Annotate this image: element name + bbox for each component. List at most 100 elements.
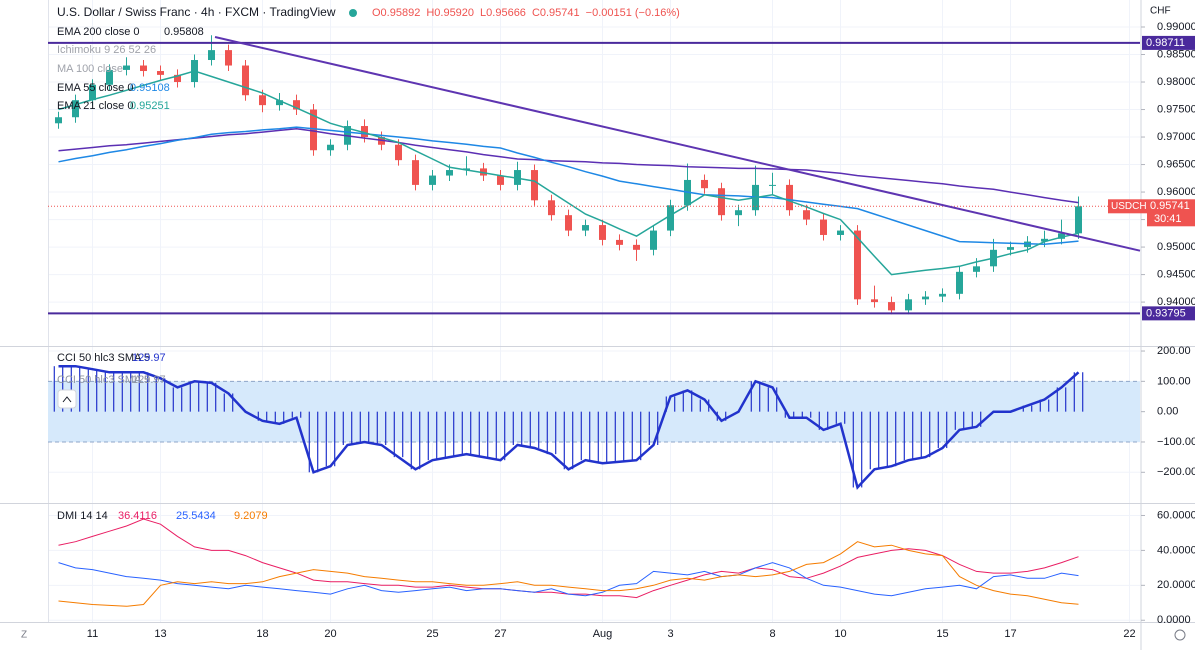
x-tick-label: 25 [426, 628, 438, 640]
candle-body [463, 168, 470, 171]
candle-body [820, 219, 827, 235]
ohlc-header: O0.95892 H0.95920 L0.95666 C0.95741 −0.00151… [372, 7, 680, 19]
candle-body [837, 230, 844, 235]
candle-body [582, 225, 589, 231]
collapse-button[interactable] [57, 389, 77, 409]
candle-body [769, 184, 776, 186]
x-tick-label: 8 [769, 628, 775, 640]
candle-body [973, 266, 980, 272]
price-tag-label: 0.95741 [1150, 200, 1190, 212]
candle-body [803, 210, 810, 220]
cci-legend: CCI 50 hlc3 SMA 5 [57, 352, 150, 364]
candle-body [599, 225, 606, 240]
candle-body [89, 84, 96, 101]
y-tick-label: 0.98000 [1157, 76, 1195, 88]
dmi-legend: DMI 14 14 [57, 510, 108, 522]
cci-band-fill [48, 381, 1140, 442]
marks [48, 35, 1140, 607]
legend-hidden: MA 100 close [57, 63, 123, 75]
candle-body [72, 100, 79, 118]
candle-body [718, 188, 725, 216]
candle-body [293, 100, 300, 110]
candle-body [429, 175, 436, 185]
candle-body [140, 65, 147, 72]
x-tick-label: 15 [936, 628, 948, 640]
y-tick-label: −100.00 [1157, 436, 1195, 448]
x-tick-label: 22 [1123, 628, 1135, 640]
x-tick-label: 3 [667, 628, 673, 640]
ohlc-value: C0.95741 [532, 7, 580, 19]
legend-value: 0.95808 [164, 26, 204, 38]
price-tag [1142, 306, 1195, 321]
candle-body [650, 230, 657, 250]
ema-line [58, 128, 1079, 204]
x-tick-label: Aug [593, 628, 613, 640]
candle-body [123, 65, 130, 70]
candle-body [939, 293, 946, 297]
y-tick-label: 0.00 [1157, 406, 1178, 418]
candle-body [888, 302, 895, 311]
candle-body [361, 126, 368, 138]
candle-body [1007, 247, 1014, 250]
candle-body [531, 170, 538, 201]
ema-line [58, 70, 1079, 276]
currency: CHF [1150, 6, 1171, 17]
candle-body [327, 144, 334, 151]
market-status [349, 9, 357, 17]
candle-body [1041, 238, 1048, 242]
y-tick-label: 0.96500 [1157, 158, 1195, 170]
x-tick-label: 27 [494, 628, 506, 640]
y-tick-label: 0.99000 [1157, 21, 1195, 33]
dmi-line [58, 562, 1079, 597]
x-tick-label: 17 [1004, 628, 1016, 640]
candle-body [922, 296, 929, 300]
candle-body [480, 168, 487, 176]
settings-icon[interactable] [1174, 629, 1186, 641]
ema-line [58, 126, 1079, 246]
legend-name: EMA 21 close 0 [57, 100, 133, 112]
cci-legend-value: 129.97 [132, 352, 166, 364]
y-tick-label: 100.00 [1157, 375, 1191, 387]
candle-body [242, 65, 249, 96]
y-tick-label: 60.0000 [1157, 509, 1195, 521]
countdown: 30:41 [1154, 213, 1182, 225]
trend-line [214, 36, 1141, 252]
candle-body [854, 230, 861, 300]
y-tick-label: 0.0000 [1157, 614, 1191, 626]
cci-band [48, 380, 1140, 443]
legend-name: EMA 55 close 0 [57, 82, 133, 94]
symbol-tag-label: USDCHF [1111, 201, 1153, 212]
candle-body [225, 50, 232, 66]
legend-value: 0.95251 [130, 100, 170, 112]
y-tick-label: 0.94500 [1157, 268, 1195, 280]
candle-body [259, 95, 266, 106]
x-tick-label: 18 [256, 628, 268, 640]
dmi-legend-value: 25.5434 [176, 510, 216, 522]
indicator-legend: EMA 200 close 0 0.95808 Ichimoku 9 26 52… [57, 26, 268, 522]
y-tick-label: 0.97500 [1157, 103, 1195, 115]
candle-body [871, 299, 878, 303]
y-tick-label: 0.96000 [1157, 186, 1195, 198]
price-tag-label: 0.98711 [1146, 37, 1185, 49]
timezone-icon: Z [21, 630, 27, 641]
symbol-tag [1108, 199, 1147, 214]
candle-body [55, 117, 62, 124]
candle-body [208, 50, 215, 61]
candle-body [514, 170, 521, 185]
y-tick-label: 200.00 [1157, 345, 1191, 357]
axes: 11 13 18 20 25 27 Aug 3 8 10 15 17 220.990000.985000… [87, 21, 1195, 640]
dmi-line [58, 541, 1079, 607]
y-tick-label: 40.0000 [1157, 544, 1195, 556]
x-tick-label: 13 [154, 628, 166, 640]
chart-title: U.S. Dollar / Swiss Franc · 4h · FXCM · … [57, 5, 336, 19]
candle-body [735, 210, 742, 216]
candle-body [565, 215, 572, 231]
timezone-button[interactable] [14, 626, 34, 644]
candle-body [701, 179, 708, 189]
y-tick-label: 0.94000 [1157, 296, 1195, 308]
candle-body [412, 160, 419, 185]
candle-body [174, 74, 181, 83]
dmi-legend-value: 9.2079 [234, 510, 268, 522]
candle-body [106, 69, 113, 85]
